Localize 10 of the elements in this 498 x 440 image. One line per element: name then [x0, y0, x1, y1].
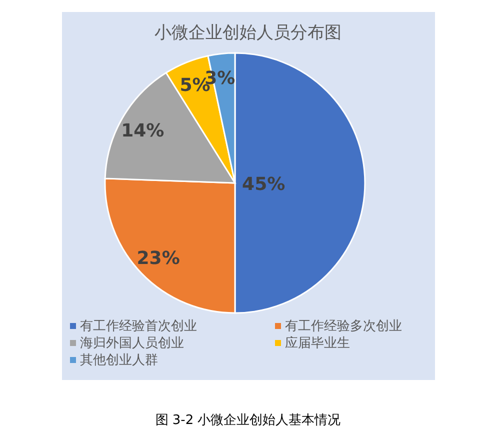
data-label: 23% [136, 248, 180, 270]
chart-title: 小微企业创始人员分布图 [154, 23, 342, 43]
legend-label: 应届毕业生 [285, 335, 350, 351]
legend-label: 海归外国人员创业 [80, 336, 184, 351]
legend-label: 有工作经验多次创业 [285, 319, 402, 334]
legend-label: 其他创业人群 [80, 353, 158, 368]
data-label: 45% [242, 174, 286, 195]
legend-label: 有工作经验首次创业 [80, 319, 197, 334]
data-label: 14% [121, 120, 164, 142]
caption: 图 3-2 小微企业创始人基本情况 [155, 413, 341, 428]
